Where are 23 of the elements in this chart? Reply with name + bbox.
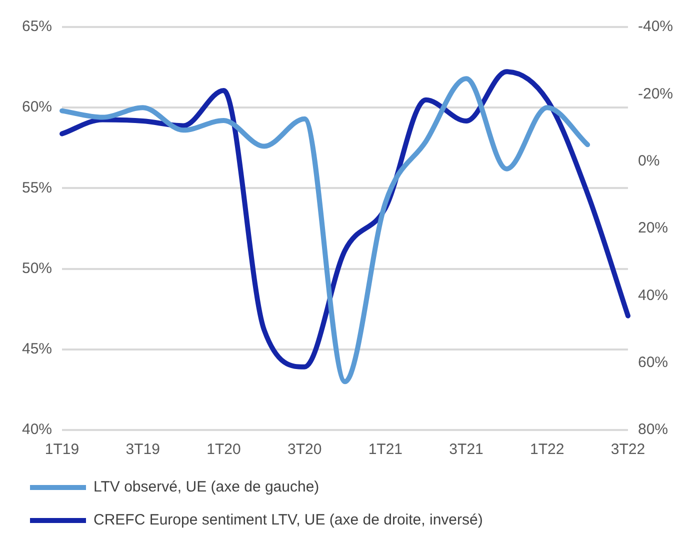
y2-tick-label: 60% [638,354,668,371]
y2-tick-label: -40% [638,18,674,36]
y-tick-label: 40% [22,421,52,438]
y-tick-label: 65% [22,18,52,36]
y-tick-label: 55% [22,179,52,196]
x-tick-label: 3T20 [287,441,322,458]
x-tick-label: 3T21 [449,441,484,458]
legend-label: LTV observé, UE (axe de gauche) [94,478,320,496]
y2-tick-label: 40% [638,286,668,304]
y2-tick-label: 0% [638,152,660,170]
y-tick-label: 45% [22,340,52,358]
x-tick-label: 3T22 [610,441,646,458]
y-tick-label: 50% [22,260,52,277]
x-tick-label: 1T20 [206,441,241,458]
y2-tick-label: 80% [638,421,668,438]
x-tick-label: 3T19 [126,441,160,458]
legend-label: CREFC Europe sentiment LTV, UE (axe de droite, inversé) [94,512,483,529]
y2-tick-label: 20% [638,220,668,237]
y2-tick-label: -20% [638,85,674,102]
y-tick-label: 60% [22,98,52,116]
x-tick-label: 1T21 [368,441,403,458]
x-tick-label: 1T22 [530,441,564,458]
x-tick-label: 1T19 [44,441,80,458]
